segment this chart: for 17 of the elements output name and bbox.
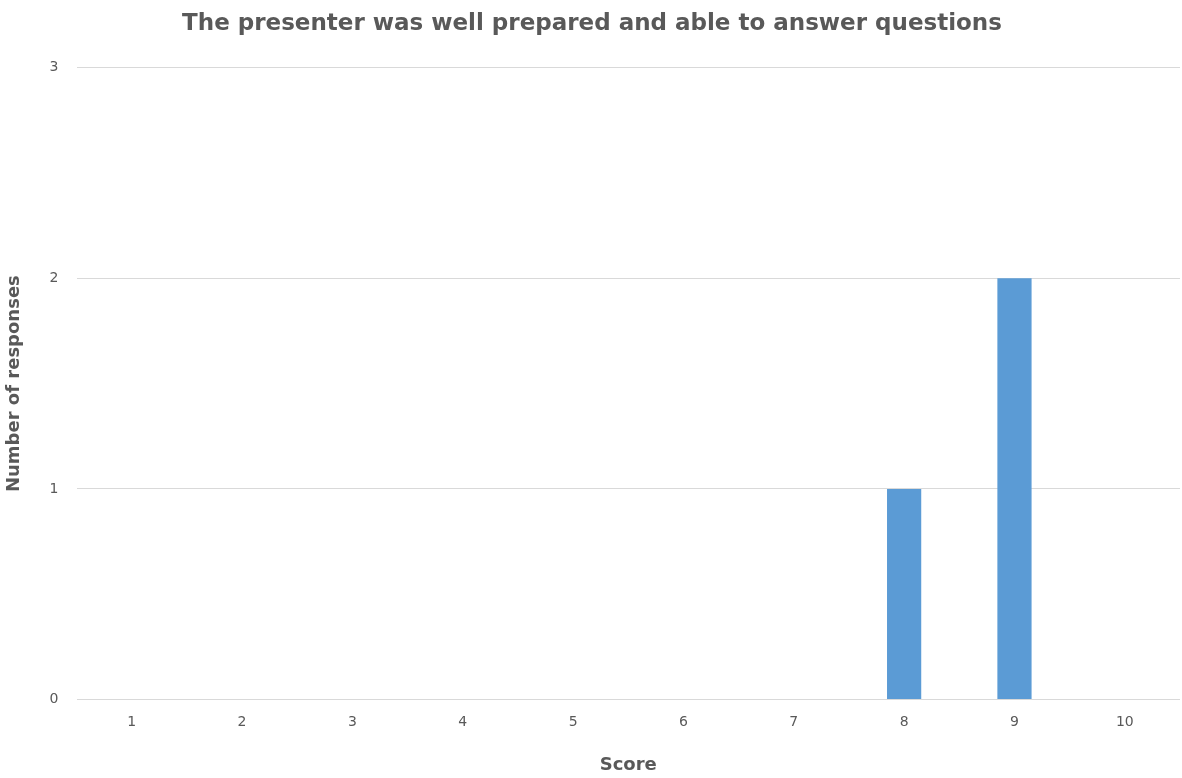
y-tick-label: 0 [49,690,59,707]
chart-title: The presenter was well prepared and able to answer questions [182,8,1002,35]
x-tick-label: 4 [458,712,468,729]
x-tick-label: 7 [789,712,799,729]
x-tick-label: 6 [678,712,688,729]
y-axis-title: Number of responses [2,275,24,493]
x-tick-label: 1 [127,712,137,729]
y-tick-label: 2 [49,268,59,285]
x-axis-title: Score [599,752,657,774]
x-tick-label: 5 [568,712,578,729]
y-tick-label: 3 [49,58,59,75]
y-tick-label: 1 [49,479,59,496]
x-tick-label: 10 [1115,712,1134,729]
x-tick-label: 9 [1010,712,1019,729]
x-tick-label: 8 [899,712,909,729]
x-tick-label: 2 [237,712,247,729]
x-tick-label: 3 [347,712,357,729]
